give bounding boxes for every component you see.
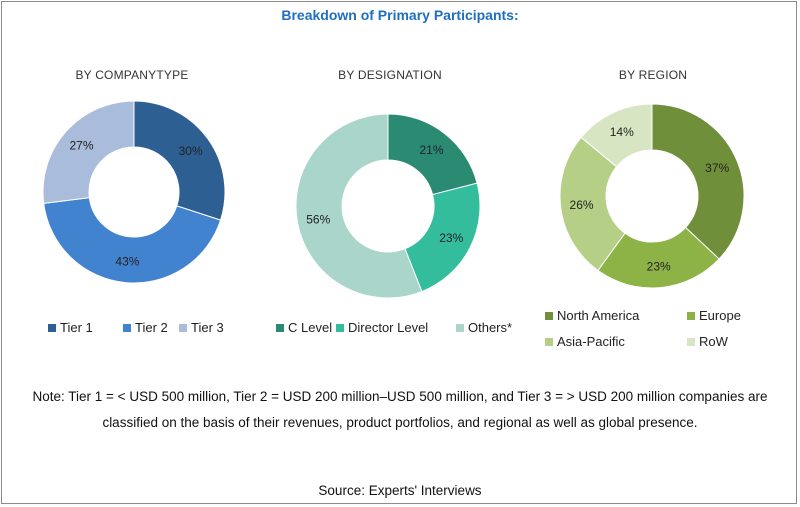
legend-swatch-tier-1 (48, 323, 56, 332)
legend-item-director-level: Director Level (336, 320, 428, 335)
legend-label-c-level: C Level (288, 320, 333, 335)
data-label-europe: 23% (647, 260, 671, 274)
data-label-tier-1: 30% (179, 144, 203, 158)
donut-slice-tier-1 (133, 100, 226, 221)
donut-slice-north-america (651, 103, 745, 260)
donut-slice-others (295, 113, 423, 299)
data-label-others: 56% (306, 212, 330, 226)
data-label-tier-2: 43% (115, 255, 139, 269)
legend-label-others: Others* (468, 320, 513, 335)
donut-slice-c-level (387, 113, 478, 196)
legend-label-tier-1: Tier 1 (60, 320, 93, 335)
legend-swatch-tier-3 (179, 323, 187, 332)
legend-item-tier-3: Tier 3 (179, 320, 224, 335)
data-label-c-level: 21% (420, 143, 444, 157)
donut-slice-row (580, 103, 653, 168)
legend-item-others: Others* (456, 320, 512, 335)
legend-item-c-level: C Level (276, 320, 332, 335)
legend-swatch-c-level (276, 323, 284, 332)
legend-item-north-america: North America (545, 308, 639, 323)
legend-label-north-america: North America (557, 308, 640, 323)
legend-swatch-others (456, 323, 464, 332)
legend-swatch-north-america (545, 311, 553, 320)
donut-charts: 30% 43% 27% 21% 23% 56% 37% 23% 26% 14% (42, 100, 745, 299)
data-label-asia-pacific: 26% (570, 198, 594, 212)
chart-title-region: BY REGION (618, 68, 688, 82)
data-label-north-america: 37% (705, 161, 729, 175)
legend-swatch-asia-pacific (545, 337, 553, 346)
legend-item-row: RoW (687, 334, 728, 349)
legend-swatch-row (687, 337, 695, 346)
legend-label-asia-pacific: Asia-Pacific (557, 334, 625, 349)
source-text: Source: Experts' Interviews (318, 483, 482, 498)
legend-swatch-europe (687, 311, 695, 320)
legend-label-europe: Europe (699, 308, 741, 323)
legend-swatch-tier-2 (123, 323, 131, 332)
donut-slice-europe (597, 226, 720, 289)
donut-slice-tier-2 (43, 197, 222, 284)
legend-label-tier-2: Tier 2 (135, 320, 168, 335)
legend-item-tier-1: Tier 1 (48, 320, 93, 335)
data-label-director-level: 23% (439, 231, 463, 245)
legend-item-europe: Europe (687, 308, 741, 323)
data-label-tier-3: 27% (69, 139, 93, 153)
chart-title-company-type: BY COMPANYTYPE (75, 68, 189, 82)
donut-slice-tier-3 (42, 100, 135, 204)
chart-title-designation: BY DESIGNATION (338, 68, 442, 82)
note-text: Note: Tier 1 = < USD 500 million, Tier 2… (32, 389, 768, 430)
data-label-row: 14% (610, 125, 634, 139)
legend-item-tier-2: Tier 2 (123, 320, 168, 335)
donut-slice-asia-pacific (559, 136, 626, 272)
donut-slice-director-level (404, 182, 481, 293)
legend-item-asia-pacific: Asia-Pacific (545, 334, 625, 349)
main-title: Breakdown of Primary Participants: (281, 7, 519, 23)
legend-label-director-level: Director Level (348, 320, 429, 335)
legend-label-row: RoW (699, 334, 728, 349)
legend-label-tier-3: Tier 3 (191, 320, 224, 335)
legend-swatch-director-level (336, 323, 344, 332)
